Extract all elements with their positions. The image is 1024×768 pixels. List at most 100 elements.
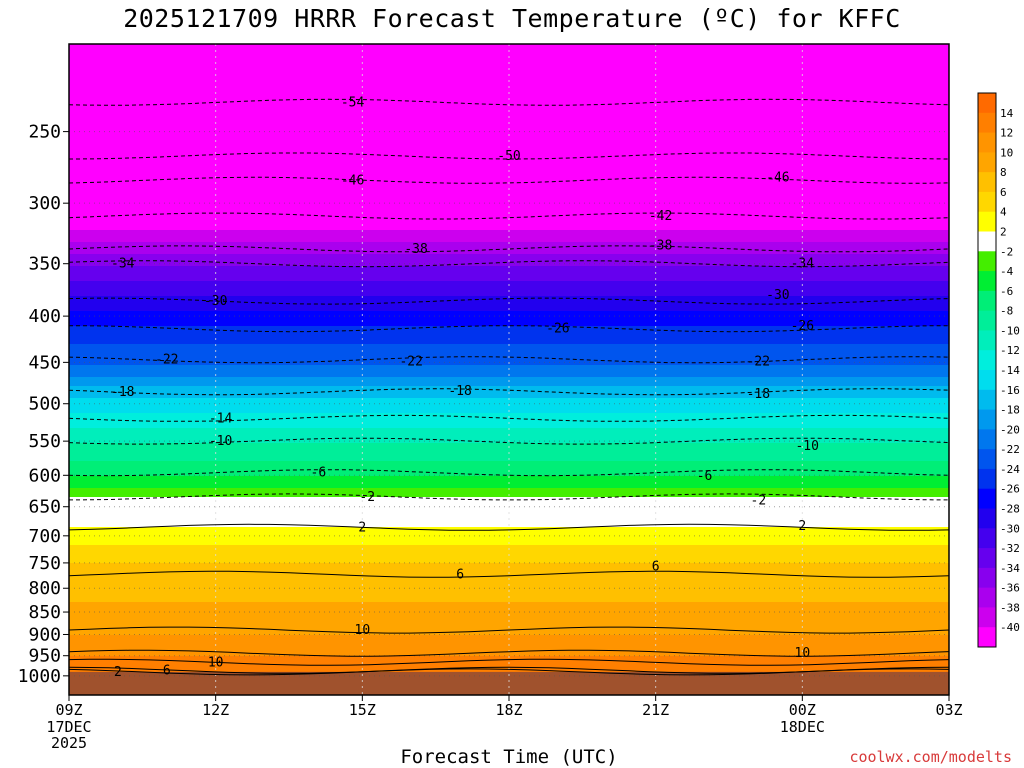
- chart-title: 2025121709 HRRR Forecast Temperature (ºC…: [123, 4, 901, 33]
- colorbar-label: -8: [1000, 305, 1013, 318]
- colorbar-label: -24: [1000, 463, 1020, 476]
- contour-label: -50: [497, 149, 520, 164]
- y-tick-label: 700: [28, 526, 61, 547]
- credit-text[interactable]: coolwx.com/modelts: [849, 748, 1012, 766]
- colorbar-swatch: [978, 528, 996, 549]
- colorbar-label: -4: [1000, 265, 1014, 278]
- colorbar-label: -12: [1000, 344, 1020, 357]
- contour-label: -6: [697, 469, 713, 484]
- colorbar-label: -6: [1000, 285, 1013, 298]
- x-tick-label: 00Z: [789, 701, 816, 719]
- contour-lines: [68, 98, 950, 676]
- contour-label: 2: [798, 519, 806, 534]
- contour-label: 6: [163, 663, 171, 678]
- y-tick-label: 400: [28, 306, 61, 327]
- x-tick-label: 15Z: [349, 701, 376, 719]
- contour-label: -2: [751, 494, 767, 509]
- y-tick-label: 250: [28, 122, 61, 143]
- contour-label: -22: [747, 354, 770, 369]
- contour-label: 10: [795, 646, 811, 661]
- contour-label: -30: [766, 288, 789, 303]
- y-tick-label: 600: [28, 465, 61, 486]
- colorbar-swatch: [978, 389, 996, 411]
- y-tick-label: 550: [28, 431, 61, 452]
- contour-label: -34: [791, 257, 815, 272]
- colorbar-label: -14: [1000, 364, 1020, 377]
- colorbar-swatch: [978, 429, 996, 450]
- contour-label: -22: [399, 354, 422, 369]
- contour-label: -42: [649, 209, 672, 224]
- y-tick-label: 350: [28, 254, 61, 275]
- colorbar-swatch: [978, 468, 996, 490]
- contour-label: -46: [341, 173, 364, 188]
- colorbar-swatch: [978, 488, 996, 509]
- contour-label: 2: [358, 520, 366, 535]
- colorbar-swatch: [978, 627, 996, 648]
- contour-label: 10: [208, 655, 224, 670]
- colorbar-swatch: [978, 112, 996, 134]
- y-tick-label: 850: [28, 602, 61, 623]
- colorbar-swatch: [978, 172, 996, 193]
- colorbar-label: -30: [1000, 522, 1020, 535]
- colorbar-swatch: [978, 370, 996, 391]
- x-tick-label: 12Z: [202, 701, 229, 719]
- colorbar-swatch: [978, 548, 996, 569]
- y-tick-label: 500: [28, 394, 61, 415]
- contour-label: -34: [111, 257, 135, 272]
- x-tick-label: 03Z: [935, 701, 962, 719]
- colorbar-label: -36: [1000, 582, 1020, 595]
- ground-shading: [69, 671, 949, 695]
- colorbar-label: -38: [1000, 601, 1020, 614]
- colorbar-swatch: [978, 93, 996, 114]
- colorbar-swatch: [978, 587, 996, 608]
- x-tick-label: 18Z: [495, 701, 522, 719]
- contour-label: 2: [114, 665, 122, 680]
- contour-label: -46: [766, 170, 789, 185]
- contour-label: -30: [204, 294, 227, 309]
- colorbar-swatch: [978, 231, 996, 252]
- contour-label: -26: [546, 322, 569, 337]
- y-tick-label: 1000: [18, 666, 61, 687]
- colorbar-swatch: [978, 567, 996, 589]
- contour-label: -10: [209, 434, 232, 449]
- contour-label: -18: [111, 385, 134, 400]
- contour-label: -14: [209, 411, 233, 426]
- colorbar-swatch: [978, 310, 996, 331]
- x-tick-label: 09Z: [55, 701, 82, 719]
- colorbar-swatch: [978, 508, 996, 529]
- colorbar-label: -16: [1000, 384, 1020, 397]
- y-tick-label: 650: [28, 497, 61, 518]
- colorbar-label: -20: [1000, 423, 1020, 436]
- x-tick-sublabel: 17DEC: [46, 718, 91, 736]
- contour-label: 6: [652, 560, 660, 575]
- colorbar-label: -18: [1000, 404, 1020, 417]
- y-tick-label: 750: [28, 553, 61, 574]
- contour-label: -6: [311, 466, 327, 481]
- colorbar-label: -40: [1000, 621, 1020, 634]
- colorbar-label: -2: [1000, 245, 1013, 258]
- contour-label: -26: [791, 319, 814, 334]
- colorbar-swatch: [978, 330, 996, 351]
- contour-label: 10: [355, 623, 371, 638]
- x-tick-sublabel: 2025: [51, 734, 87, 752]
- colorbar-swatch: [978, 132, 996, 153]
- x-axis-label: Forecast Time (UTC): [400, 746, 617, 768]
- colorbar-label: -26: [1000, 483, 1020, 496]
- contour-label: -18: [448, 384, 471, 399]
- colorbar-label: 10: [1000, 146, 1013, 159]
- colorbar: 14 12 10 8 6 4 2 -2 -4 -6 -8 -10 -12 -14 -16 -18 -20 -22 -…: [977, 92, 1020, 648]
- colorbar-label: -22: [1000, 443, 1020, 456]
- contour-label: 6: [456, 567, 464, 582]
- y-tick-label: 300: [28, 193, 61, 214]
- colorbar-swatch: [978, 409, 996, 430]
- colorbar-swatch: [978, 251, 996, 272]
- y-tick-label: 800: [28, 578, 61, 599]
- colorbar-swatch: [978, 290, 996, 312]
- colorbar-swatch: [978, 191, 996, 213]
- y-tick-label: 450: [28, 352, 61, 373]
- y-tick-label: 900: [28, 624, 61, 645]
- colorbar-label: 2: [1000, 226, 1007, 239]
- colorbar-label: 12: [1000, 127, 1013, 140]
